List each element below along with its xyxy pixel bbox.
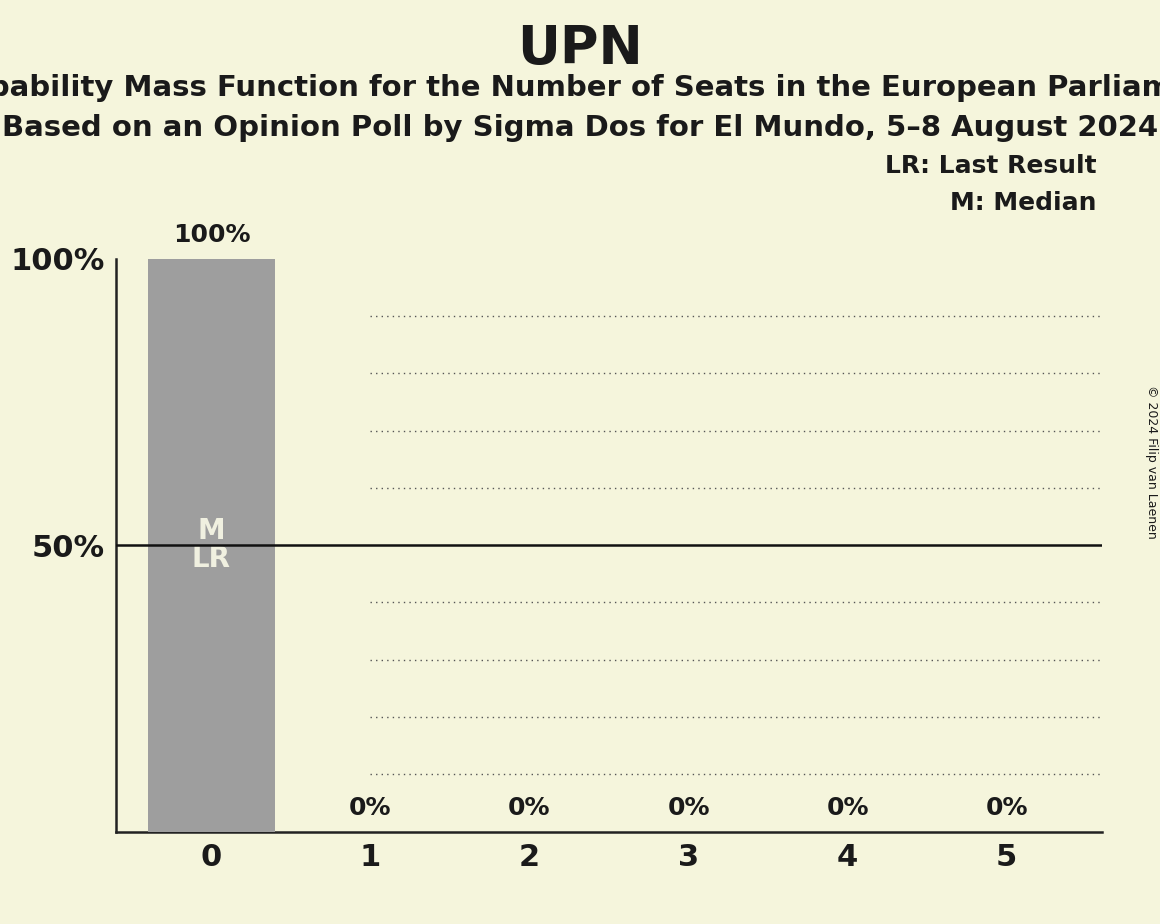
Text: 0%: 0% [667, 796, 710, 821]
Text: 0%: 0% [508, 796, 551, 821]
Bar [147, 259, 275, 832]
Text: LR: LR [191, 545, 231, 573]
Text: LR: Last Result: LR: Last Result [885, 154, 1096, 178]
Text: UPN: UPN [517, 23, 643, 75]
Text: 0%: 0% [826, 796, 869, 821]
Text: 0%: 0% [349, 796, 392, 821]
Text: 0%: 0% [985, 796, 1028, 821]
Text: 100%: 100% [173, 224, 251, 248]
Text: Probability Mass Function for the Number of Seats in the European Parliament: Probability Mass Function for the Number… [0, 74, 1160, 102]
Text: Based on an Opinion Poll by Sigma Dos for El Mundo, 5–8 August 2024: Based on an Opinion Poll by Sigma Dos fo… [2, 114, 1158, 141]
Text: M: Median: M: Median [950, 191, 1096, 215]
Text: M: M [197, 517, 225, 545]
Text: © 2024 Filip van Laenen: © 2024 Filip van Laenen [1145, 385, 1158, 539]
